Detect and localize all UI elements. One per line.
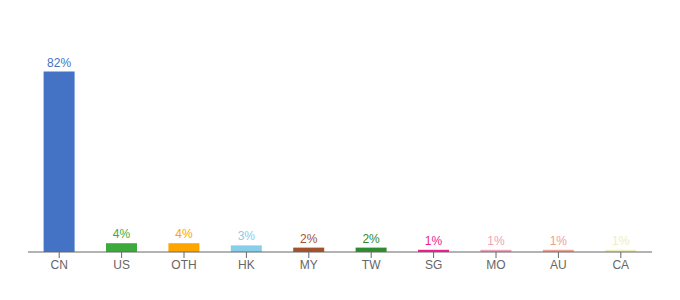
svg-text:1%: 1% [487,234,505,248]
svg-text:1%: 1% [550,234,568,248]
svg-text:US: US [113,258,130,272]
svg-text:82%: 82% [47,56,71,70]
svg-text:MO: MO [486,258,505,272]
svg-text:2%: 2% [362,232,380,246]
svg-text:AU: AU [550,258,567,272]
svg-text:SG: SG [425,258,442,272]
svg-text:4%: 4% [113,227,131,241]
svg-text:MY: MY [300,258,318,272]
svg-text:HK: HK [238,258,255,272]
svg-text:OTH: OTH [171,258,196,272]
svg-text:1%: 1% [425,234,443,248]
svg-text:4%: 4% [175,227,193,241]
svg-text:CN: CN [51,258,68,272]
svg-text:TW: TW [362,258,381,272]
svg-text:CA: CA [612,258,629,272]
svg-text:3%: 3% [238,229,256,243]
svg-text:1%: 1% [612,234,630,248]
svg-text:2%: 2% [300,232,318,246]
